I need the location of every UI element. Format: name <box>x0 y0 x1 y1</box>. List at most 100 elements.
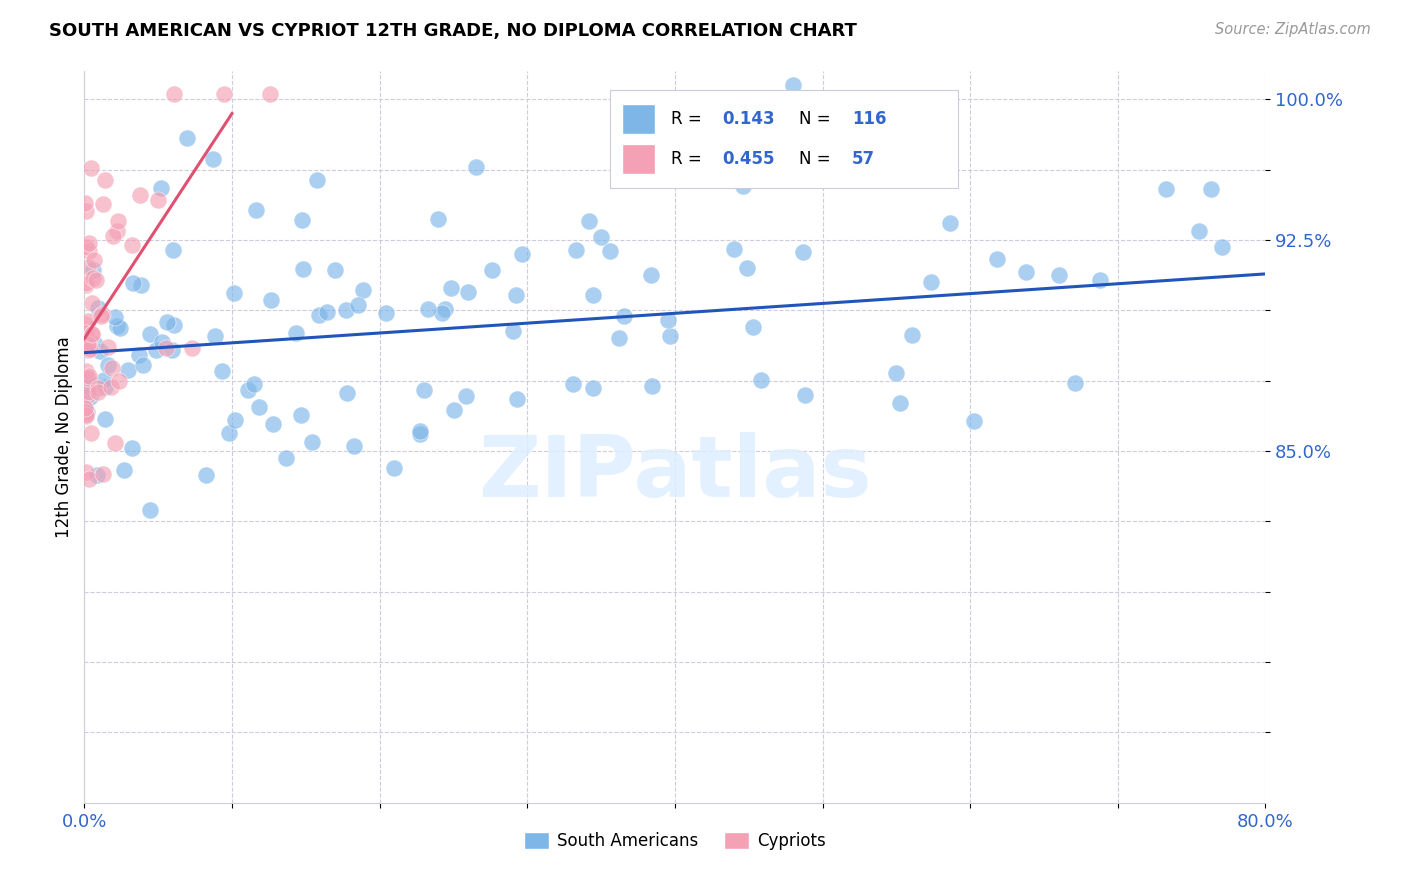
Point <box>1047 268 1070 282</box>
Legend: South Americans, Cypriots: South Americans, Cypriots <box>517 825 832 856</box>
Point <box>195 468 218 483</box>
Point <box>75 204 97 219</box>
Point <box>440 281 463 295</box>
Point <box>93 412 115 426</box>
Point <box>347 298 370 312</box>
Point <box>1088 273 1111 287</box>
Point <box>236 383 259 397</box>
Point <box>731 179 754 194</box>
Point <box>150 335 173 350</box>
Point <box>212 87 235 101</box>
Point <box>76 384 98 399</box>
Point <box>162 343 184 357</box>
Point <box>582 288 605 302</box>
Point <box>426 211 449 226</box>
Point <box>262 417 284 431</box>
Point <box>413 384 436 398</box>
Y-axis label: 12th Grade, No Diploma: 12th Grade, No Diploma <box>55 336 73 538</box>
Point <box>145 343 167 358</box>
Point <box>1211 239 1233 253</box>
Point <box>352 283 374 297</box>
Text: ZIPatlas: ZIPatlas <box>478 432 872 516</box>
Point <box>657 313 679 327</box>
Point <box>80 426 103 441</box>
Point <box>505 288 527 302</box>
Point <box>1188 224 1211 238</box>
Point <box>315 305 337 319</box>
Point <box>75 277 97 292</box>
Text: R =: R = <box>671 150 707 168</box>
Point <box>94 173 117 187</box>
Point <box>82 326 104 341</box>
Point <box>155 341 177 355</box>
Point <box>107 213 129 227</box>
Point <box>121 238 143 252</box>
Point <box>76 314 98 328</box>
Point <box>76 405 98 419</box>
Point <box>889 396 911 410</box>
Point <box>90 307 112 321</box>
Point <box>737 260 759 275</box>
Point <box>308 308 330 322</box>
FancyBboxPatch shape <box>610 90 959 188</box>
Point <box>117 362 139 376</box>
Point <box>91 197 114 211</box>
Point <box>75 326 97 341</box>
Point <box>963 414 986 428</box>
Point <box>75 409 97 423</box>
Point <box>607 331 630 345</box>
Point <box>77 337 100 351</box>
Point <box>121 441 143 455</box>
Point <box>128 348 150 362</box>
Point <box>418 301 440 316</box>
Point <box>723 242 745 256</box>
Point <box>75 195 97 210</box>
Point <box>77 336 100 351</box>
Point <box>90 309 112 323</box>
Point <box>76 370 98 384</box>
Text: 0.143: 0.143 <box>723 110 775 128</box>
Point <box>129 278 152 293</box>
Point <box>430 306 453 320</box>
Point <box>582 381 605 395</box>
Point <box>291 262 314 277</box>
Point <box>751 373 773 387</box>
Point <box>80 296 103 310</box>
Point <box>101 361 124 376</box>
Point <box>565 243 588 257</box>
Text: 116: 116 <box>852 110 887 128</box>
Text: N =: N = <box>799 150 835 168</box>
Point <box>464 160 486 174</box>
Point <box>105 318 128 333</box>
Point <box>578 214 600 228</box>
Point <box>938 216 960 230</box>
Point <box>104 436 127 450</box>
Point <box>506 392 529 406</box>
Point <box>290 408 312 422</box>
FancyBboxPatch shape <box>621 103 655 135</box>
Point <box>79 390 101 404</box>
Point <box>77 369 100 384</box>
Point <box>75 240 97 254</box>
Point <box>201 153 224 167</box>
Point <box>149 181 172 195</box>
Point <box>335 303 357 318</box>
Point <box>305 172 328 186</box>
Point <box>75 364 97 378</box>
Point <box>105 224 128 238</box>
Point <box>82 263 104 277</box>
Point <box>343 439 366 453</box>
Point <box>374 306 396 320</box>
Point <box>591 230 613 244</box>
Point <box>285 326 308 340</box>
Point <box>97 340 120 354</box>
Point <box>336 385 359 400</box>
Point <box>139 326 162 341</box>
Point <box>148 193 170 207</box>
Point <box>986 252 1008 267</box>
Point <box>222 286 245 301</box>
Point <box>100 379 122 393</box>
Point <box>163 318 186 332</box>
Point <box>510 247 533 261</box>
Point <box>89 344 111 359</box>
